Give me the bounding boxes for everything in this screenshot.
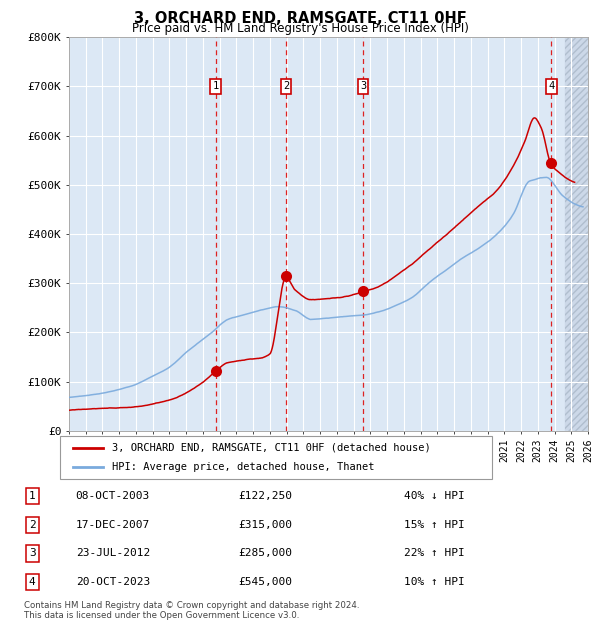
Text: 22% ↑ HPI: 22% ↑ HPI — [404, 549, 464, 559]
Text: 3: 3 — [29, 549, 35, 559]
Text: 1: 1 — [29, 491, 35, 501]
Text: Price paid vs. HM Land Registry's House Price Index (HPI): Price paid vs. HM Land Registry's House … — [131, 22, 469, 35]
Text: 17-DEC-2007: 17-DEC-2007 — [76, 520, 150, 529]
Text: 40% ↓ HPI: 40% ↓ HPI — [404, 491, 464, 501]
Text: £315,000: £315,000 — [238, 520, 292, 529]
Text: 10% ↑ HPI: 10% ↑ HPI — [404, 577, 464, 587]
Text: £285,000: £285,000 — [238, 549, 292, 559]
Text: 4: 4 — [548, 81, 554, 91]
Text: Contains HM Land Registry data © Crown copyright and database right 2024.: Contains HM Land Registry data © Crown c… — [24, 601, 359, 611]
Text: This data is licensed under the Open Government Licence v3.0.: This data is licensed under the Open Gov… — [24, 611, 299, 620]
Text: 3: 3 — [360, 81, 366, 91]
Text: 23-JUL-2012: 23-JUL-2012 — [76, 549, 150, 559]
Text: 2: 2 — [283, 81, 289, 91]
Polygon shape — [565, 37, 588, 431]
Text: 15% ↑ HPI: 15% ↑ HPI — [404, 520, 464, 529]
Text: 2: 2 — [29, 520, 35, 529]
Text: 20-OCT-2023: 20-OCT-2023 — [76, 577, 150, 587]
Text: 4: 4 — [29, 577, 35, 587]
Text: 3, ORCHARD END, RAMSGATE, CT11 0HF (detached house): 3, ORCHARD END, RAMSGATE, CT11 0HF (deta… — [112, 443, 431, 453]
Text: £545,000: £545,000 — [238, 577, 292, 587]
Text: 1: 1 — [213, 81, 219, 91]
Text: 3, ORCHARD END, RAMSGATE, CT11 0HF: 3, ORCHARD END, RAMSGATE, CT11 0HF — [134, 11, 466, 26]
FancyBboxPatch shape — [60, 436, 492, 479]
Text: 08-OCT-2003: 08-OCT-2003 — [76, 491, 150, 501]
Text: £122,250: £122,250 — [238, 491, 292, 501]
Text: HPI: Average price, detached house, Thanet: HPI: Average price, detached house, Than… — [112, 463, 374, 472]
